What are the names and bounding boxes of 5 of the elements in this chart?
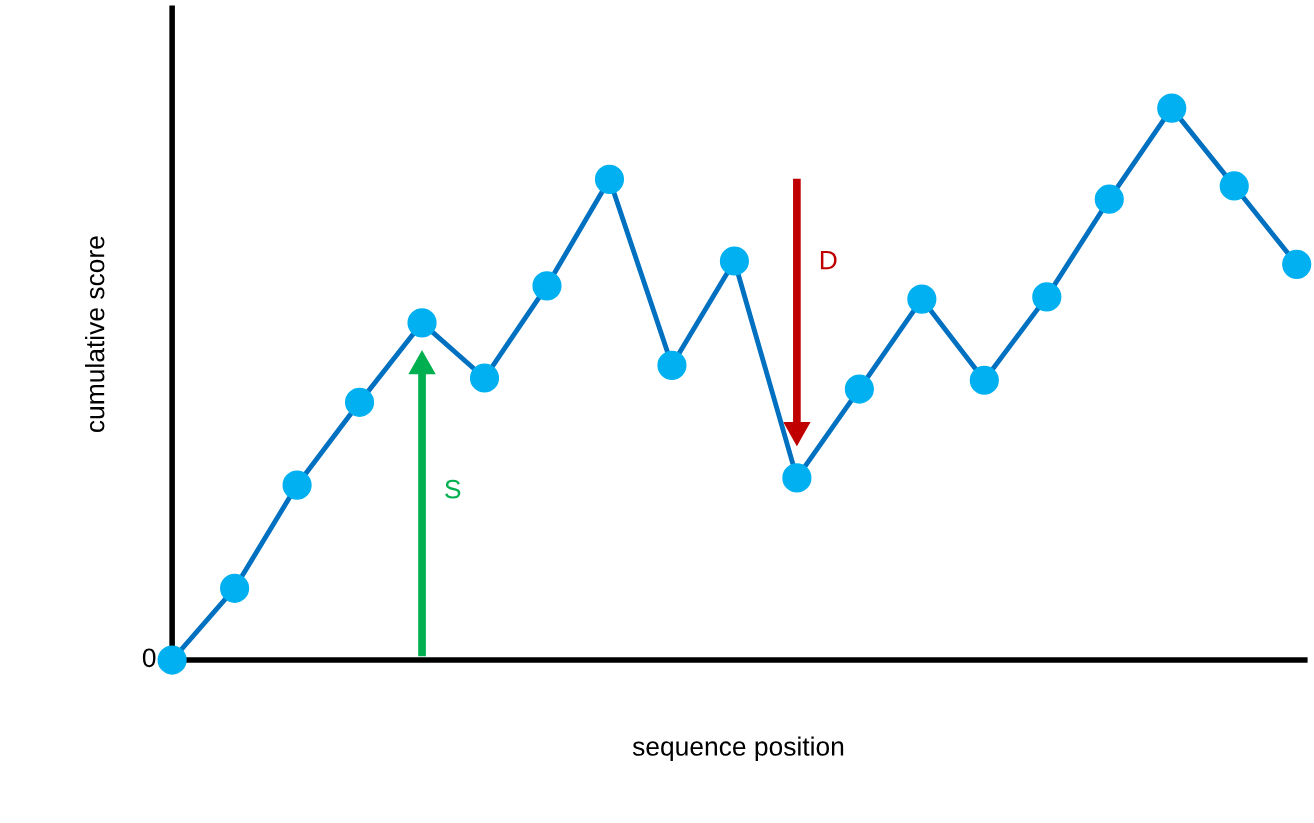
text: 0 (142, 648, 156, 668)
x-axis-title: sequence position (632, 736, 844, 762)
y-axis-title: cumulative score (85, 236, 105, 433)
annotation: S (445, 479, 461, 499)
annotation: D (820, 251, 837, 270)
